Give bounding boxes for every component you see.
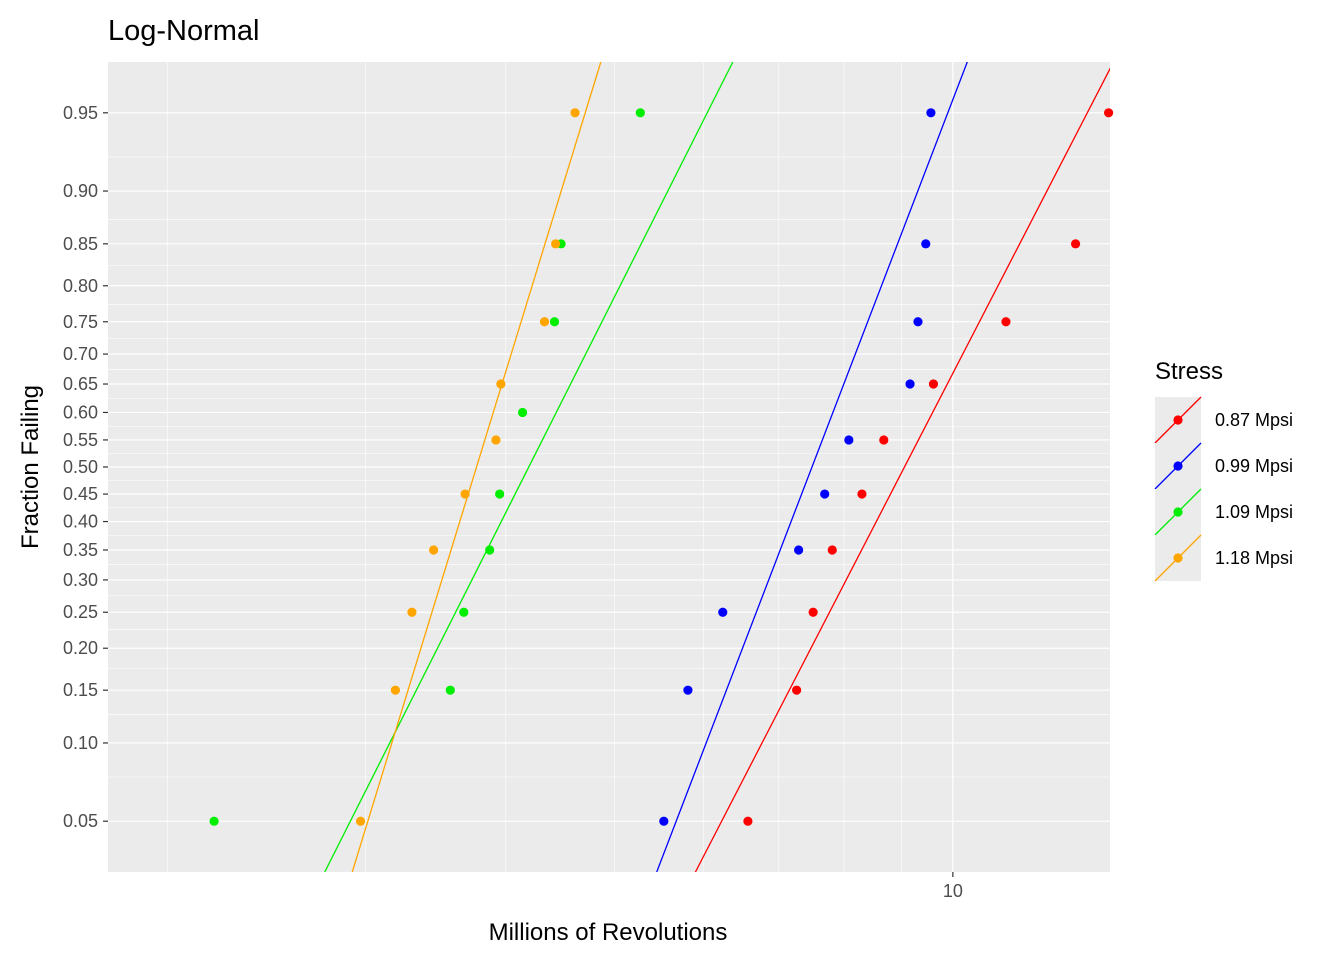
major-gridlines	[108, 62, 1110, 872]
data-point-series-1	[827, 545, 837, 555]
fit-line-series-3	[324, 62, 734, 872]
y-tick-label: 0.80	[63, 276, 98, 296]
data-point-series-2	[683, 685, 693, 695]
x-axis-title: Millions of Revolutions	[489, 919, 728, 946]
data-point-series-4	[570, 108, 580, 118]
data-point-series-3	[495, 489, 505, 499]
y-tick-label: 0.20	[63, 638, 98, 658]
data-point-series-2	[794, 545, 804, 555]
y-axis-title: Fraction Failing	[17, 385, 44, 549]
data-point-series-1	[1070, 239, 1081, 249]
data-point-series-4	[539, 317, 550, 327]
y-tick-label: 0.70	[63, 344, 98, 364]
legend-key-point	[1173, 507, 1183, 517]
fit-line-series-2	[656, 62, 968, 872]
legend: Stress 0.87 Mpsi 0.99 Mpsi 1.09 Mpsi 1.18 M…	[1154, 358, 1293, 582]
data-point-series-2	[659, 816, 669, 826]
x-axis: 10	[943, 872, 963, 901]
y-tick-label: 0.15	[63, 680, 98, 700]
data-point-series-4	[496, 379, 506, 389]
chart-title: Log-Normal	[108, 15, 260, 47]
fit-line-series-4	[351, 62, 602, 872]
data-point-series-2	[820, 489, 830, 499]
y-tick-label: 0.75	[63, 312, 98, 332]
data-point-series-3	[549, 317, 560, 327]
data-point-series-3	[485, 545, 495, 555]
data-point-series-1	[1001, 317, 1011, 327]
x-tick-label: 10	[943, 881, 963, 901]
data-point-series-3	[459, 607, 469, 617]
y-tick-label: 0.65	[63, 374, 98, 394]
legend-label: 0.87 Mpsi	[1215, 410, 1293, 430]
y-tick-label: 0.90	[63, 181, 98, 201]
y-axis: 0.05 0.10 0.15 0.20 0.25 0.30 0.35 0.40 0.45 0.50…	[63, 103, 108, 831]
data-point-series-4	[429, 545, 439, 555]
data-point-series-2	[921, 239, 931, 249]
data-point-series-1	[792, 685, 802, 695]
data-point-series-2	[913, 317, 923, 327]
y-tick-label: 0.95	[63, 103, 98, 123]
data-point-series-4	[551, 239, 561, 249]
data-point-series-3	[445, 685, 455, 695]
data-point-series-4	[355, 816, 366, 826]
data-point-series-2	[844, 435, 854, 445]
data-point-series-4	[407, 607, 417, 617]
y-tick-label: 0.85	[63, 234, 98, 254]
y-tick-label: 0.10	[63, 733, 98, 753]
legend-key-point	[1173, 553, 1183, 563]
data-point-series-4	[460, 489, 470, 499]
legend-label: 0.99 Mpsi	[1215, 456, 1293, 476]
data-point-series-1	[928, 379, 939, 389]
data-point-series-4	[491, 435, 501, 445]
legend-key-point	[1173, 461, 1183, 471]
y-tick-label: 0.30	[63, 570, 98, 590]
y-tick-label: 0.40	[63, 512, 98, 532]
y-tick-label: 0.55	[63, 430, 98, 450]
data-point-series-1	[1103, 108, 1114, 118]
y-tick-label: 0.60	[63, 402, 98, 422]
data-point-series-1	[879, 435, 889, 445]
fit-lines	[324, 62, 1110, 872]
data-point-series-3	[635, 108, 645, 118]
legend-title: Stress	[1155, 358, 1223, 385]
y-tick-label: 0.05	[63, 811, 98, 831]
y-tick-label: 0.45	[63, 484, 98, 504]
legend-label: 1.18 Mpsi	[1215, 548, 1293, 568]
data-points	[209, 108, 1114, 826]
data-point-series-1	[743, 816, 753, 826]
legend-key-point	[1173, 415, 1183, 425]
data-point-series-2	[926, 108, 936, 118]
data-point-series-2	[905, 379, 915, 389]
data-point-series-1	[857, 489, 867, 499]
data-point-series-2	[718, 607, 728, 617]
data-point-series-4	[390, 685, 400, 695]
y-tick-label: 0.25	[63, 602, 98, 622]
legend-label: 1.09 Mpsi	[1215, 502, 1293, 522]
y-tick-label: 0.35	[63, 540, 98, 560]
fit-line-series-1	[694, 67, 1110, 872]
data-point-series-3	[517, 407, 528, 418]
y-tick-label: 0.50	[63, 457, 98, 477]
data-point-series-1	[808, 607, 818, 617]
data-point-series-3	[209, 816, 219, 826]
